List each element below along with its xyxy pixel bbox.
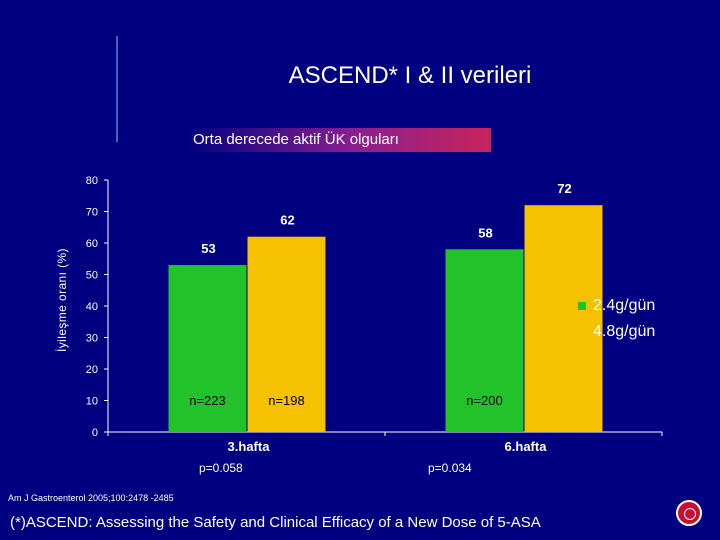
sample-size-label: n=223 xyxy=(189,393,226,408)
chart-subtitle: Orta derecede aktif ÜK olguları xyxy=(186,128,491,152)
p-value-week-3: p=0.058 xyxy=(199,461,243,475)
legend-label-series-2: 4.8g/gün xyxy=(593,323,656,340)
data-label: 53 xyxy=(201,241,215,256)
sample-size-label: n=198 xyxy=(268,393,305,408)
data-label: 62 xyxy=(280,213,294,228)
bar-2-2 xyxy=(524,205,603,432)
y-tick-label: 80 xyxy=(86,175,98,187)
legend-label-series-1: 2.4g/gün xyxy=(593,297,656,314)
y-tick-label: 40 xyxy=(86,301,98,313)
bar-2-1 xyxy=(247,236,326,432)
y-axis-label: İyileşme oranı (%) xyxy=(55,248,69,352)
emblem-logo xyxy=(676,500,702,526)
sample-size-label: n=200 xyxy=(466,393,503,408)
footnote: (*)ASCEND: Assessing the Safety and Clin… xyxy=(10,514,541,531)
y-tick-label: 60 xyxy=(86,238,98,250)
bar-1-2 xyxy=(445,249,524,432)
slide-title: ASCEND* I & II verileri xyxy=(288,62,532,89)
y-tick-label: 20 xyxy=(86,364,98,376)
x-tick-label: 6.hafta xyxy=(505,439,548,454)
legend-item-series-2: 4.8g/gün xyxy=(578,319,655,345)
y-tick-label: 30 xyxy=(86,333,98,345)
legend-swatch-series-1 xyxy=(578,302,586,310)
legend-item-series-1: 2.4g/gün xyxy=(578,293,655,319)
data-label: 72 xyxy=(557,181,571,196)
y-tick-label: 50 xyxy=(86,270,98,282)
p-value-week-6: p=0.034 xyxy=(428,461,472,475)
bar-1-1 xyxy=(168,265,247,432)
y-tick-label: 70 xyxy=(86,207,98,219)
decorative-vertical-line xyxy=(116,36,118,142)
y-tick-label: 10 xyxy=(86,396,98,408)
data-label: 58 xyxy=(478,225,492,240)
x-tick-label: 3.hafta xyxy=(228,439,271,454)
y-tick-label: 0 xyxy=(92,427,98,439)
source-citation: Am J Gastroenterol 2005;100:2478 -2485 xyxy=(8,493,174,503)
chart-legend: 2.4g/gün 4.8g/gün xyxy=(578,293,655,345)
